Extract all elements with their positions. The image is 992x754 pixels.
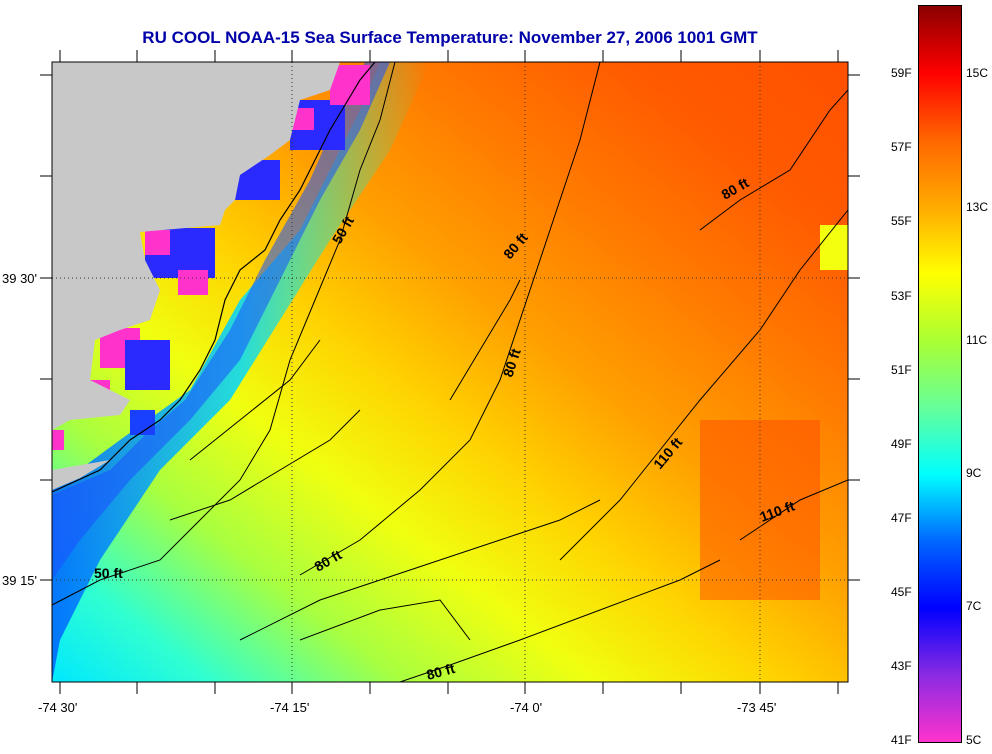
colorbar-f-label: 49F [891,437,912,451]
colorbar-c-label: 11C [966,333,988,347]
colorbar-f-label: 41F [891,733,912,747]
coastline [52,62,376,493]
map-frame [51,61,849,683]
longitude-label: -73 45' [737,700,777,715]
colorbar-f-label: 53F [891,289,912,303]
longitude-label: -74 0' [510,700,543,715]
contour-label: 80 ft [425,660,457,683]
colorbar-c-label: 15C [966,66,989,80]
contour-label: 50 ft [94,565,123,581]
colorbar-f-label: 57F [891,140,912,154]
colorbar-c-label: 7C [966,599,982,613]
colorbar-f-label: 55F [891,214,912,228]
axis-ticks [40,50,860,694]
colorbar-c-label: 5C [966,733,982,747]
land-new-jersey [52,62,340,430]
latitude-label: 39 15' [2,573,38,588]
colorbar-f-label: 47F [891,511,912,525]
longitude-label: -74 15' [270,700,310,715]
depth-contours [52,62,848,682]
longitude-label: -74 30' [38,700,78,715]
colorbar-c-label: 9C [966,466,982,480]
land-barrier [52,460,110,490]
colorbar-c-label: 13C [966,200,989,214]
colorbar-f-label: 51F [891,363,912,377]
temperature-colorbar [918,5,962,743]
latitude-label: 39 30' [2,271,38,286]
colorbar-f-label: 43F [891,659,912,673]
colorbar-f-label: 59F [891,66,912,80]
yellow-patch [820,225,848,270]
nearshore-cold-water [52,62,430,682]
grid [52,62,848,682]
coastal-cold-patches [52,62,390,580]
map-area: 50 ft 50 ft 80 ft 80 ft 80 ft 80 ft 80 f… [52,62,848,683]
colorbar-f-label: 45F [891,585,912,599]
map-title: RU COOL NOAA-15 Sea Surface Temperature:… [142,28,758,47]
